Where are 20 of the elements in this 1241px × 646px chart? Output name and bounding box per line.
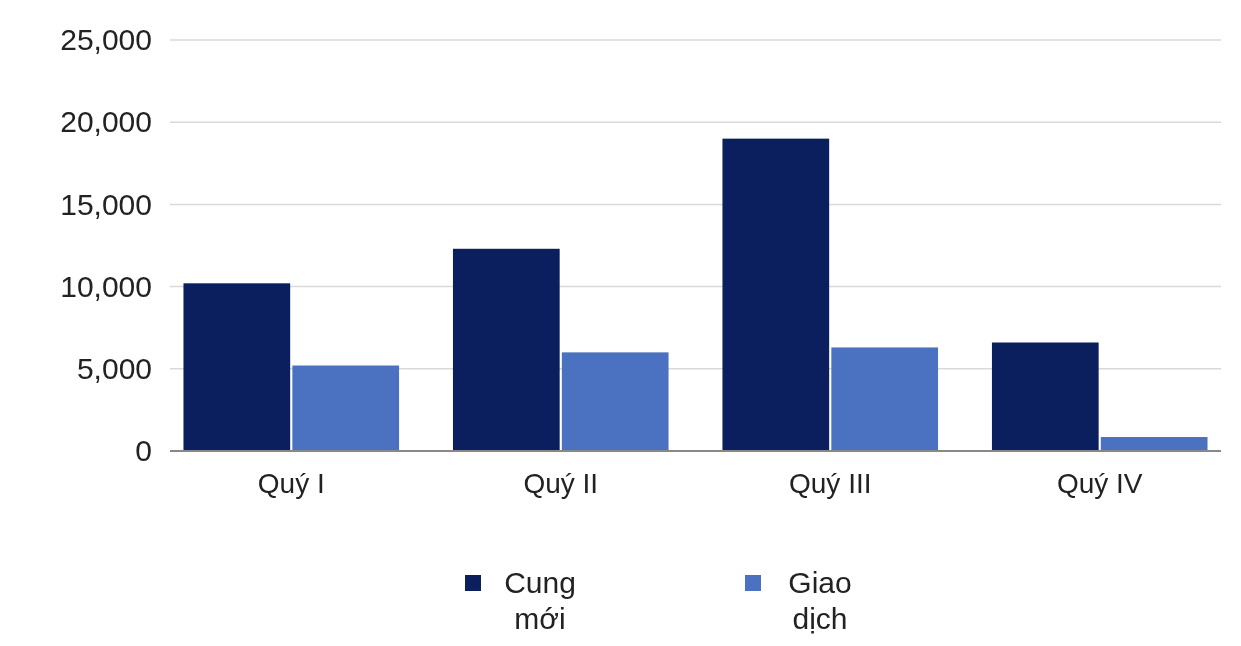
- bar: [1100, 437, 1208, 451]
- legend-label: Cung mới: [504, 566, 576, 635]
- y-tick-label: 0: [135, 434, 152, 468]
- y-tick-label: 10,000: [60, 269, 152, 303]
- bar: [991, 342, 1099, 451]
- bar: [722, 138, 830, 451]
- bar: [292, 365, 400, 451]
- x-tick-label: Quý IV: [1056, 467, 1143, 499]
- y-tick-label: 25,000: [60, 23, 152, 57]
- y-tick-label: 20,000: [60, 105, 152, 139]
- x-tick-label: Quý I: [257, 467, 325, 499]
- bar: [452, 248, 560, 451]
- y-tick-label: 5,000: [76, 351, 152, 385]
- legend-label: Giao dịch: [788, 566, 852, 635]
- bar: [561, 352, 669, 451]
- y-tick-label: 15,000: [60, 187, 152, 221]
- bar: [831, 347, 939, 451]
- x-tick-label: Quý II: [523, 467, 599, 499]
- x-tick-label: Quý III: [789, 467, 872, 499]
- bar: [183, 283, 291, 451]
